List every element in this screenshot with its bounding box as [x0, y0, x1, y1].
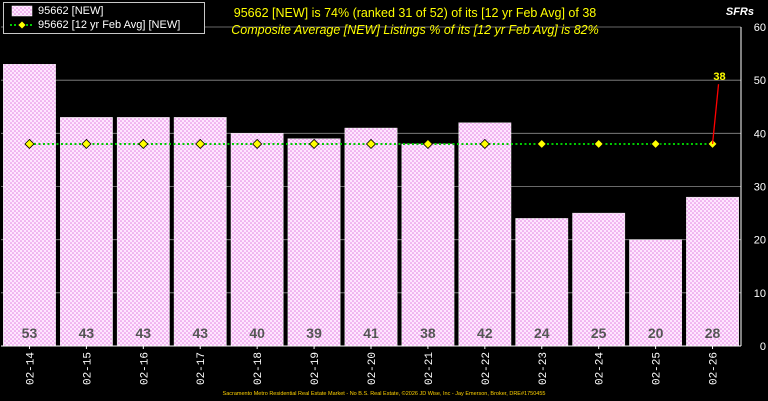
y-tick-label-20: 20	[754, 235, 766, 247]
legend-swatch-bars	[11, 5, 33, 17]
legend-swatch-average	[10, 20, 34, 30]
x-tick-label-02-21: 02-21	[424, 352, 436, 385]
x-tick-label-02-22: 02-22	[481, 352, 493, 385]
headline-composite: Composite Average [NEW] Listings % of it…	[231, 23, 599, 37]
bar-value-label-02-25: 20	[648, 325, 664, 341]
average-marker-02-18	[252, 138, 263, 150]
x-tick-label-02-25: 02-25	[652, 352, 664, 385]
bar-value-label-02-19: 39	[306, 325, 322, 341]
average-marker-02-19	[309, 138, 320, 150]
bar-02-16	[116, 117, 170, 347]
bar-02-15	[60, 117, 113, 347]
annotation-label: 38	[713, 71, 725, 83]
x-tick-label-02-19: 02-19	[310, 352, 322, 385]
bar-value-label-02-15: 43	[79, 325, 95, 341]
y-tick-label-60: 60	[754, 22, 766, 34]
x-tick-label-02-20: 02-20	[367, 352, 379, 385]
y-tick-label-0: 0	[760, 341, 766, 353]
bar-value-label-02-17: 43	[192, 325, 208, 341]
bar-value-label-02-23: 24	[534, 325, 550, 341]
bar-02-17	[173, 117, 227, 347]
average-line	[24, 138, 718, 150]
bars: 53 43 43 43 40 39 41 38 42 24 25 20 28	[3, 64, 739, 347]
bar-value-label-02-22: 42	[477, 325, 493, 341]
legend-label-average: 95662 [12 yr Feb Avg] [NEW]	[38, 19, 181, 31]
property-type-label: SFRs	[725, 6, 754, 18]
bar-value-label-02-18: 40	[249, 325, 265, 341]
y-tick-label-10: 10	[754, 288, 766, 300]
bar-02-20	[344, 127, 398, 347]
average-marker-02-24	[593, 138, 604, 150]
x-tick-label-02-23: 02-23	[538, 352, 550, 385]
average-marker-02-21	[422, 138, 433, 150]
average-marker-02-20	[365, 138, 377, 150]
average-marker-02-16	[138, 138, 149, 150]
bar-02-22	[458, 122, 512, 347]
annotation: 38	[711, 71, 726, 145]
axes: 0 10 20 30 40 50 60 02-14 02-15 02-16 02-17 02-18 02…	[1, 22, 766, 385]
headline-rank: 95662 [NEW] is 74% (ranked 31 of 52) of …	[233, 6, 597, 20]
bar-value-label-02-20: 41	[363, 325, 379, 341]
bar-value-label-02-16: 43	[136, 325, 152, 341]
annotation-pointer	[711, 84, 720, 145]
footer-credit: Sacramento Metro Residential Real Estate…	[222, 391, 546, 397]
y-tick-label-50: 50	[754, 75, 766, 87]
x-tick-label-02-14: 02-14	[25, 352, 37, 385]
bar-02-23	[515, 218, 569, 347]
bar-value-label-02-26: 28	[705, 325, 721, 341]
x-tick-label-02-24: 02-24	[595, 352, 607, 385]
average-marker-02-17	[195, 138, 206, 150]
bar-value-label-02-21: 38	[420, 325, 436, 341]
average-marker-02-23	[536, 138, 547, 150]
average-marker-02-25	[650, 138, 661, 150]
bar-value-label-02-24: 25	[591, 325, 607, 341]
legend-label-bars: 95662 [NEW]	[38, 5, 104, 17]
bar-02-26	[686, 196, 739, 347]
bar-value-label-02-14: 53	[22, 325, 38, 341]
legend: 95662 [NEW] 95662 [12 yr Feb Avg] [NEW]	[3, 2, 205, 34]
bar-02-24	[572, 212, 626, 347]
x-tick-label-02-18: 02-18	[253, 352, 265, 385]
bar-02-21	[401, 143, 455, 347]
average-marker-02-14	[24, 138, 35, 150]
average-marker-02-22	[479, 138, 490, 150]
y-tick-label-30: 30	[754, 182, 766, 194]
x-tick-label-02-16: 02-16	[139, 352, 151, 385]
x-tick-label-02-17: 02-17	[196, 352, 208, 385]
y-tick-label-40: 40	[754, 128, 766, 140]
x-tick-label-02-15: 02-15	[82, 352, 94, 385]
x-tick-label-02-26: 02-26	[709, 352, 721, 385]
bar-02-25	[629, 239, 683, 347]
average-marker-02-15	[81, 138, 92, 150]
bar-02-14	[3, 64, 56, 347]
bar-02-19	[287, 138, 341, 347]
bar-02-18	[230, 133, 284, 347]
